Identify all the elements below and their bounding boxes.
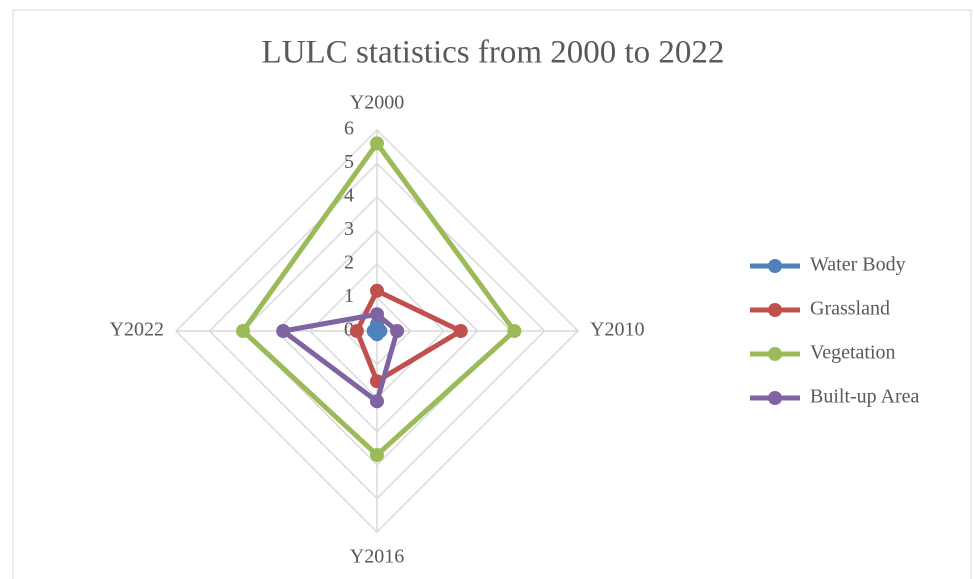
y-tick-label: 4 bbox=[344, 185, 354, 207]
y-tick-label: 5 bbox=[344, 151, 354, 173]
legend-marker bbox=[768, 303, 782, 317]
series-marker bbox=[453, 324, 468, 338]
category-label: Y2010 bbox=[590, 319, 644, 341]
y-tick-label: 2 bbox=[344, 252, 354, 274]
series-marker bbox=[276, 324, 291, 338]
series-marker bbox=[507, 324, 522, 338]
legend-label: Grassland bbox=[810, 298, 890, 320]
series-marker bbox=[370, 307, 384, 322]
series-marker bbox=[349, 324, 364, 338]
legend-marker bbox=[768, 347, 782, 361]
series-marker bbox=[390, 324, 405, 338]
chart-frame bbox=[12, 9, 972, 579]
legend-label: Water Body bbox=[810, 254, 906, 276]
legend-label: Built-up Area bbox=[810, 386, 920, 408]
legend-label: Vegetation bbox=[810, 342, 896, 364]
category-label: Y2016 bbox=[350, 546, 404, 568]
series-marker bbox=[370, 283, 384, 298]
series-marker bbox=[370, 136, 384, 151]
y-tick-label: 0 bbox=[344, 319, 354, 341]
chart-title: LULC statistics from 2000 to 2022 bbox=[262, 35, 725, 71]
legend-marker bbox=[768, 259, 782, 273]
category-label: Y2022 bbox=[110, 319, 164, 341]
legend-marker bbox=[768, 391, 782, 405]
series-marker bbox=[370, 394, 384, 409]
y-tick-label: 6 bbox=[344, 118, 354, 140]
category-label: Y2000 bbox=[350, 92, 404, 114]
series-marker bbox=[370, 447, 384, 462]
series-marker bbox=[236, 324, 250, 338]
y-tick-label: 3 bbox=[344, 218, 354, 240]
series-marker bbox=[366, 324, 381, 338]
y-tick-label: 1 bbox=[344, 285, 354, 307]
